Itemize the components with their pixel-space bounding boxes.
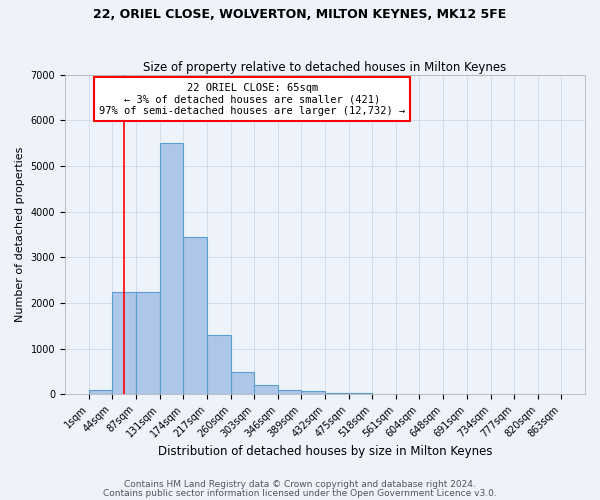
Title: Size of property relative to detached houses in Milton Keynes: Size of property relative to detached ho…	[143, 60, 506, 74]
Bar	[112, 292, 136, 394]
Bar	[160, 143, 184, 394]
Bar	[325, 393, 349, 394]
Text: Contains HM Land Registry data © Crown copyright and database right 2024.: Contains HM Land Registry data © Crown c…	[124, 480, 476, 489]
Text: 22, ORIEL CLOSE, WOLVERTON, MILTON KEYNES, MK12 5FE: 22, ORIEL CLOSE, WOLVERTON, MILTON KEYNE…	[94, 8, 506, 20]
Bar	[89, 390, 112, 394]
Y-axis label: Number of detached properties: Number of detached properties	[15, 147, 25, 322]
Bar	[230, 372, 254, 394]
X-axis label: Distribution of detached houses by size in Milton Keynes: Distribution of detached houses by size …	[158, 444, 492, 458]
Bar	[184, 236, 207, 394]
Bar	[278, 390, 301, 394]
Bar	[136, 292, 160, 394]
Bar	[207, 335, 230, 394]
Bar	[254, 385, 278, 394]
Text: Contains public sector information licensed under the Open Government Licence v3: Contains public sector information licen…	[103, 489, 497, 498]
Bar	[301, 392, 325, 394]
Text: 22 ORIEL CLOSE: 65sqm
← 3% of detached houses are smaller (421)
97% of semi-deta: 22 ORIEL CLOSE: 65sqm ← 3% of detached h…	[99, 82, 405, 116]
